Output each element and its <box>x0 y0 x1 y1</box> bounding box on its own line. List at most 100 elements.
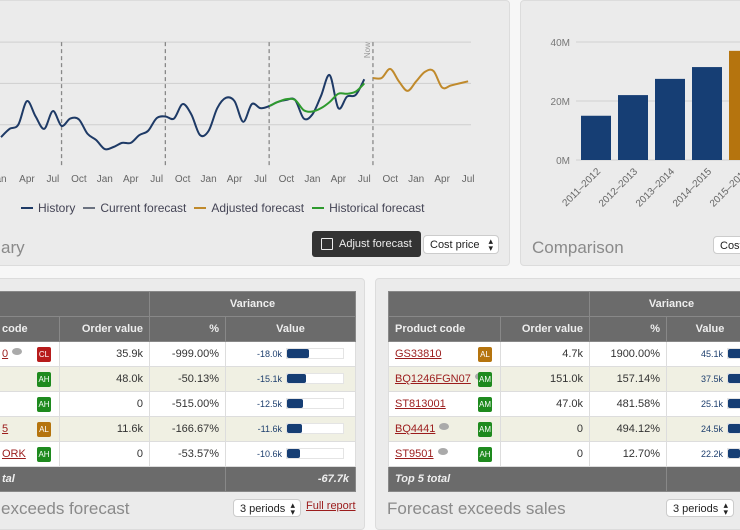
comment-icon[interactable] <box>439 423 450 430</box>
table-row: AH 48.0k -50.13% -15.1k <box>0 366 357 392</box>
comment-icon[interactable] <box>12 348 23 355</box>
variance-value-cell: 22.2k <box>665 441 740 467</box>
status-badge: CL <box>37 347 51 362</box>
y-tick-label: 20M <box>551 97 570 108</box>
x-tick-label: Oct <box>175 174 191 185</box>
x-tick-label: Apr <box>123 174 139 185</box>
product-code-link[interactable]: ORK <box>2 448 26 460</box>
bar <box>655 78 685 160</box>
legend-item[interactable]: Adjusted forecast <box>194 201 304 215</box>
order-value-cell: 48.0k <box>59 366 150 392</box>
bar <box>581 115 611 160</box>
variance-bar-fill <box>728 349 740 358</box>
variance-value: -12.5k <box>256 399 282 409</box>
status-badge: AM <box>478 422 492 437</box>
x-tick-label: Jan <box>97 174 113 185</box>
variance-header: Variance <box>148 291 357 317</box>
product-code-link[interactable]: 0 <box>2 348 9 360</box>
variance-bar-fill <box>728 449 740 458</box>
column-header[interactable]: % <box>589 316 667 342</box>
table-row: ORK AH 0 -53.57% -10.6k <box>0 441 357 467</box>
column-header[interactable]: Product code <box>388 316 501 342</box>
comparison-measure-select[interactable]: Cost <box>713 236 740 254</box>
column-header[interactable]: Order value <box>59 316 150 342</box>
forecast-exceeds-sales-table: Variance Product code Order value% Value GS… <box>388 291 740 492</box>
status-badge: AL <box>478 347 492 362</box>
order-value-cell: 0 <box>500 416 590 442</box>
product-code-cell: AH <box>0 391 60 417</box>
variance-bar <box>727 398 740 409</box>
order-value-cell: 4.7k <box>500 341 590 367</box>
product-code-cell: 5 AL <box>0 416 60 442</box>
product-code-cell: GS33810 AL <box>388 341 501 367</box>
product-code-link[interactable]: ST9501 <box>395 448 434 460</box>
variance-bar-fill <box>728 374 740 383</box>
variance-header: Variance <box>588 291 740 317</box>
measure-select-value: Cost price <box>430 239 480 251</box>
table-row: BQ1246FGN07 AM 151.0k 157.14% 37.5k <box>388 366 740 392</box>
variance-value: 25.1k <box>700 399 723 409</box>
legend-label: Adjusted forecast <box>211 201 305 215</box>
variance-bar <box>286 373 344 384</box>
table-row: GS33810 AL 4.7k 1900.00% 45.1k <box>388 341 740 367</box>
product-code-link[interactable]: GS33810 <box>395 348 442 360</box>
x-tick-label: Apr <box>331 174 347 185</box>
product-code-cell: 0 CL <box>0 341 60 367</box>
table-group-spacer <box>388 291 590 317</box>
product-code-cell: ORK AH <box>0 441 60 467</box>
total-label: Top 5 total <box>388 466 667 492</box>
percent-cell: -166.67% <box>149 416 226 442</box>
order-value-cell: 151.0k <box>500 366 590 392</box>
x-tick-label: Jan <box>201 174 217 185</box>
status-badge: AH <box>37 397 51 412</box>
product-code-link[interactable]: BQ1246FGN07 <box>395 373 471 385</box>
percent-cell: 12.70% <box>589 441 667 467</box>
comparison-title: Comparison <box>532 238 624 257</box>
x-tick-label: Apr <box>434 174 450 185</box>
legend-item[interactable]: Current forecast <box>83 201 186 215</box>
product-code-cell: BQ4441 AM <box>388 416 501 442</box>
legend-item[interactable]: History <box>21 201 75 215</box>
variance-bar <box>286 398 344 409</box>
product-code-link[interactable]: ST813001 <box>395 398 446 410</box>
bar <box>618 95 648 160</box>
x-tick-label: Apr <box>227 174 243 185</box>
legend-item[interactable]: Historical forecast <box>312 201 424 215</box>
status-badge: AH <box>478 447 492 462</box>
status-badge: AM <box>478 397 492 412</box>
column-header[interactable]: % <box>149 316 226 342</box>
legend-swatch <box>83 207 96 209</box>
left-periods-select[interactable]: 3 periods ▴ ▾ <box>233 499 301 517</box>
series-line-historical-forecast <box>268 82 366 113</box>
x-tick-label: Jul <box>254 174 267 185</box>
variance-value: 37.5k <box>700 374 723 384</box>
legend-swatch <box>21 207 33 209</box>
total-value: -67.7k <box>224 466 357 492</box>
status-badge: AL <box>37 422 51 437</box>
now-label: Now <box>363 42 372 58</box>
table-group-spacer <box>0 291 150 317</box>
column-header[interactable]: Order value <box>500 316 590 342</box>
y-tick-label: 0M <box>556 156 570 167</box>
adjust-forecast-button[interactable]: Adjust forecast <box>312 231 421 257</box>
x-tick-label: an <box>0 174 7 185</box>
left-panel-title: exceeds forecast <box>1 499 130 518</box>
column-header[interactable]: Value <box>665 316 740 342</box>
full-report-link[interactable]: Full report <box>306 500 356 512</box>
table-row: AH 0 -515.00% -12.5k <box>0 391 357 417</box>
column-header[interactable]: code <box>0 316 60 342</box>
status-badge: AM <box>478 372 492 387</box>
y-tick-label: 40M <box>551 38 570 49</box>
comment-icon[interactable] <box>437 448 448 455</box>
column-header[interactable]: Value <box>224 316 357 342</box>
variance-value-cell: -10.6k <box>224 441 357 467</box>
percent-cell: -53.57% <box>149 441 226 467</box>
measure-select[interactable]: Cost price ▴ ▾ <box>423 235 499 254</box>
right-periods-select[interactable]: 3 periods ▴ ▾ <box>666 499 734 517</box>
x-tick-label: Jan <box>408 174 424 185</box>
variance-bar <box>286 348 344 359</box>
product-code-link[interactable]: 5 <box>2 423 9 435</box>
variance-bar-fill <box>287 424 302 433</box>
bar <box>692 67 722 160</box>
product-code-link[interactable]: BQ4441 <box>395 423 436 435</box>
